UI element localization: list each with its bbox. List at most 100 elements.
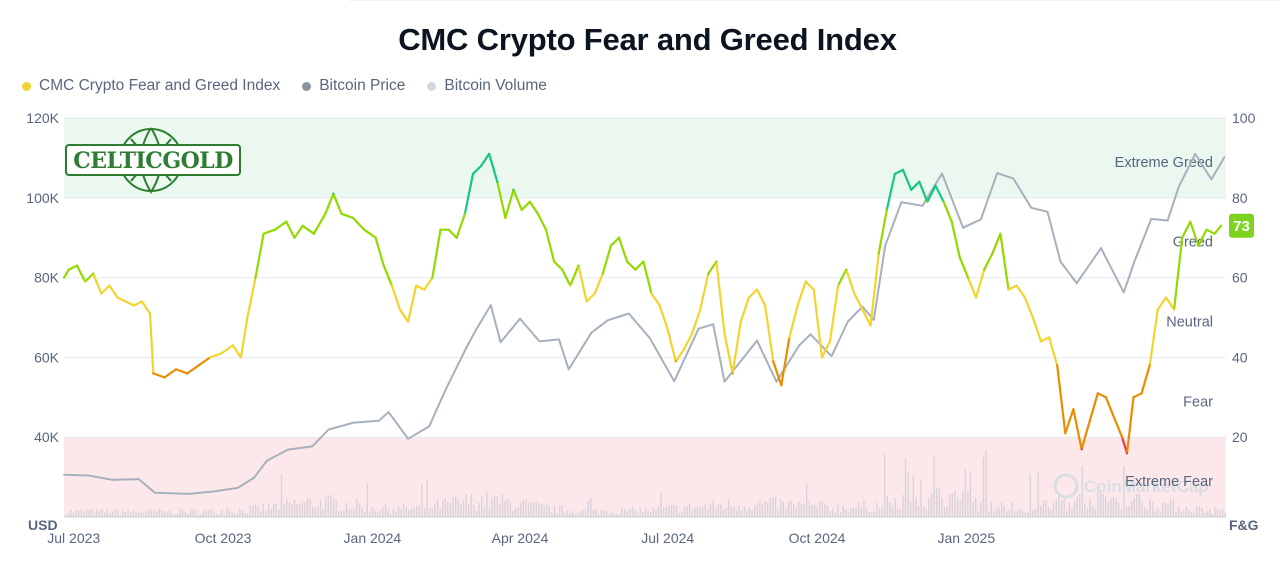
volume-bar [761, 504, 764, 517]
volume-bar [418, 505, 420, 517]
fear-greed-point [398, 308, 401, 311]
volume-bar [369, 511, 371, 517]
volume-bar [236, 514, 238, 517]
volume-bar [153, 510, 155, 517]
volume-bar [1060, 499, 1063, 517]
volume-bar [158, 508, 160, 517]
fear-greed-segment [755, 288, 767, 307]
fear-greed-point [512, 188, 515, 191]
volume-bar [891, 506, 894, 517]
volume-bar [665, 507, 667, 517]
volume-bar [465, 494, 467, 517]
volume-bar [304, 502, 306, 517]
fear-greed-segment [877, 208, 888, 255]
volume-bar [1079, 494, 1081, 517]
volume-bar [608, 514, 610, 517]
bitcoin-price-point [921, 204, 924, 207]
volume-bar [709, 504, 712, 517]
volume-bar [980, 502, 982, 517]
fear-greed-point [152, 372, 155, 375]
volume-bar [405, 507, 407, 517]
legend-item-fear-greed[interactable]: CMC Crypto Fear and Greed Index [22, 77, 280, 95]
volume-bar [356, 498, 358, 517]
volume-bar [1099, 492, 1102, 517]
fear-greed-point [220, 352, 223, 355]
fear-greed-segment [617, 236, 629, 263]
fear-greed-segment [1172, 236, 1184, 311]
fear-greed-point [246, 316, 249, 319]
volume-bar [696, 506, 699, 517]
volume-bar [1045, 499, 1047, 517]
volume-bar [990, 502, 992, 517]
bitcoin-price-point [590, 331, 593, 334]
legend-label-bitcoin-price: Bitcoin Price [319, 77, 406, 94]
volume-bar [1084, 503, 1086, 517]
volume-bar [434, 503, 436, 517]
volume-bar [1138, 494, 1141, 517]
fear-greed-segment [999, 232, 1010, 291]
bitcoin-price-point [111, 479, 114, 481]
bitcoin-price-point [941, 172, 943, 175]
volume-bar [1118, 502, 1120, 517]
fear-greed-segment [301, 224, 315, 235]
bitcoin-price-point [900, 201, 903, 204]
fear-greed-point [496, 180, 499, 183]
volume-bar [681, 511, 683, 517]
fear-greed-segment [893, 168, 905, 175]
volume-bar [1089, 498, 1091, 517]
bitcoin-price-point [649, 337, 651, 340]
fear-greed-point [285, 220, 288, 223]
fear-greed-point [1220, 224, 1223, 227]
volume-bar [998, 507, 1000, 517]
volume-bar [1110, 498, 1112, 517]
legend-item-bitcoin-price[interactable]: Bitcoin Price [302, 77, 405, 95]
axes: 40K 60K 80K 100K 120K 20 40 60 80 100 Jul 2023 Oct … [26, 110, 1258, 546]
fear-greed-segment [715, 260, 726, 335]
fear-greed-segment [674, 348, 686, 363]
volume-bar [985, 449, 987, 517]
y-right-tick-40: 40 [1232, 349, 1248, 365]
fear-greed-point [67, 268, 70, 271]
volume-bar [449, 503, 452, 517]
volume-bar [439, 509, 441, 517]
volume-bar [564, 512, 566, 517]
volume-bar [366, 483, 368, 517]
volume-bar [553, 504, 556, 517]
bitcoin-price-point [1194, 153, 1197, 155]
volume-bar [803, 503, 805, 517]
fear-greed-point [324, 212, 327, 215]
volume-bar [426, 479, 428, 517]
volume-bar [1164, 503, 1167, 517]
volume-bar [171, 514, 173, 517]
fear-greed-point [488, 152, 491, 155]
bitcoin-price-point [558, 338, 560, 341]
fear-greed-segment [552, 260, 564, 271]
bitcoin-price-point [872, 319, 875, 321]
volume-bar [280, 474, 283, 517]
volume-bar [738, 505, 740, 517]
volume-bar [1167, 505, 1169, 517]
x-tick-oct-2024: Oct 2024 [789, 530, 846, 546]
fear-greed-point [617, 236, 621, 239]
volume-bar [504, 500, 506, 517]
bitcoin-price-point [809, 333, 812, 336]
fear-greed-point [780, 384, 783, 387]
volume-bar [712, 500, 714, 517]
volume-bar [83, 512, 85, 517]
volume-bar [265, 510, 267, 517]
volume-bar [234, 512, 236, 517]
chart-title: CMC Crypto Fear and Greed Index [398, 22, 897, 57]
legend-item-bitcoin-volume[interactable]: Bitcoin Volume [427, 77, 547, 95]
fear-greed-segment [174, 368, 189, 375]
fear-greed-point [796, 304, 799, 307]
volume-bar [330, 495, 332, 517]
volume-bar [1198, 505, 1200, 517]
fear-greed-point [92, 272, 95, 275]
fear-greed-segment [1064, 408, 1075, 435]
volume-bar [249, 505, 251, 517]
fear-greed-point [918, 180, 921, 183]
volume-bar [195, 509, 197, 517]
fear-greed-segment [512, 188, 523, 211]
volume-bar [228, 510, 231, 517]
logo-banner [65, 144, 241, 176]
